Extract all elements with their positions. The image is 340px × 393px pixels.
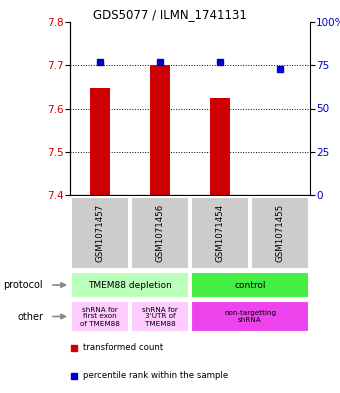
Bar [131, 197, 189, 268]
Text: GSM1071455: GSM1071455 [275, 204, 285, 262]
Bar [71, 197, 129, 268]
Bar [131, 301, 189, 332]
Bar [191, 272, 309, 298]
Bar [251, 197, 309, 268]
Text: control: control [234, 281, 266, 290]
Text: transformed count: transformed count [83, 343, 164, 352]
Text: GDS5077 / ILMN_1741131: GDS5077 / ILMN_1741131 [93, 8, 247, 21]
Text: TMEM88 depletion: TMEM88 depletion [88, 281, 172, 290]
Bar [191, 197, 249, 268]
Text: non-targetting
shRNA: non-targetting shRNA [224, 310, 276, 323]
Bar [210, 98, 230, 195]
Text: GSM1071454: GSM1071454 [216, 204, 224, 262]
Bar [191, 301, 309, 332]
Text: other: other [17, 312, 43, 321]
Bar [71, 272, 189, 298]
Text: percentile rank within the sample: percentile rank within the sample [83, 371, 228, 380]
Text: GSM1071456: GSM1071456 [155, 204, 165, 262]
Bar [71, 301, 130, 332]
Text: GSM1071457: GSM1071457 [96, 204, 104, 262]
Text: shRNA for
first exon
of TMEM88: shRNA for first exon of TMEM88 [80, 307, 120, 327]
Bar [150, 65, 170, 195]
Bar [90, 88, 109, 195]
Text: shRNA for
3'UTR of
TMEM88: shRNA for 3'UTR of TMEM88 [142, 307, 178, 327]
Text: protocol: protocol [4, 280, 43, 290]
